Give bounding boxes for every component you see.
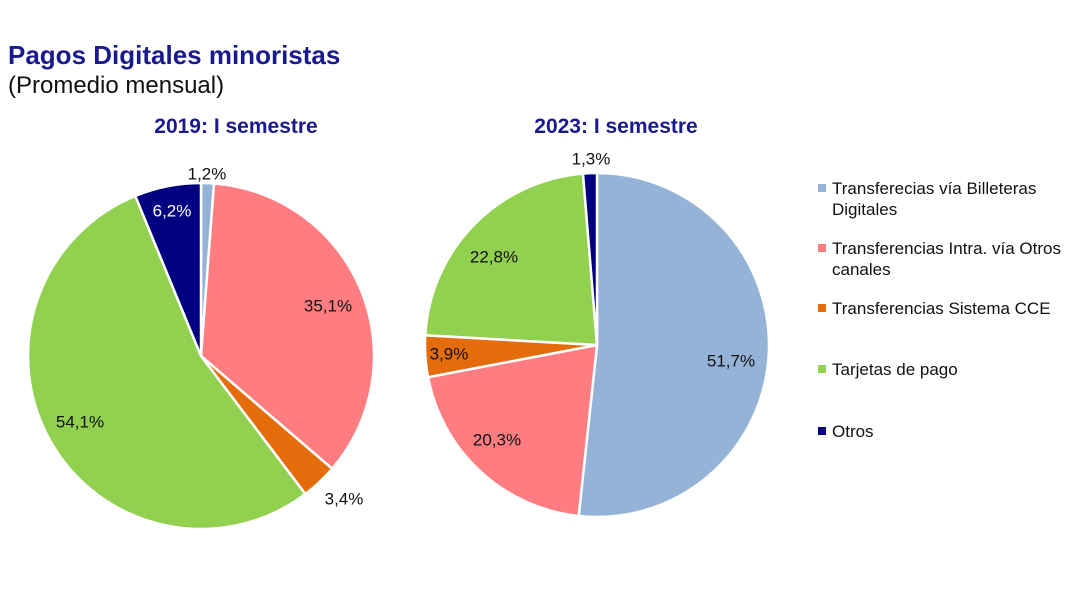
pie-slice-2019-otros: [134, 181, 203, 358]
data-label-2023-otros: 1,3%: [572, 149, 611, 168]
chart-title-2023: 2023: I semestre: [534, 115, 698, 138]
legend-label-otros-canales: Transferencias Intra. vía Otros canales: [832, 239, 1061, 279]
data-label-2023-tarjetas-de-pago: 22,8%: [470, 247, 518, 266]
pie-slice-2019-transferencias-intra-via-otros-canales: [199, 182, 376, 471]
legend-swatch-billeteras: [818, 184, 826, 192]
pie-slice-2023-transferecias-via-billeteras-digitales: [577, 171, 771, 519]
data-label-2023-transferencias-intra-via-otros-canales: 20,3%: [473, 430, 521, 449]
page-title: Pagos Digitales minoristas: [8, 40, 341, 70]
pie-slice-2023-otros: [581, 171, 599, 347]
data-label-2023-transferencias-sistema-cce: 3,9%: [430, 344, 469, 363]
legend-swatch-tarjetas: [818, 365, 826, 373]
legend-label-tarjetas: Tarjetas de pago: [832, 360, 958, 379]
pie-slice-2019-tarjetas-de-pago: [26, 194, 307, 531]
page-subtitle: (Promedio mensual): [8, 72, 225, 99]
legend-label-otros: Otros: [832, 422, 874, 441]
legend-label-billeteras: Transferecias vía Billeteras Digitales: [832, 179, 1037, 219]
legend-swatch-otros: [818, 427, 826, 435]
pie-slice-2023-tarjetas-de-pago: [424, 172, 599, 347]
data-label-2019-transferencias-sistema-cce: 3,4%: [325, 489, 364, 508]
data-label-2023-transferecias-via-billeteras-digitales: 51,7%: [707, 351, 755, 370]
data-label-2019-transferencias-intra-via-otros-canales: 35,1%: [304, 296, 352, 315]
data-label-2019-otros: 6,2%: [153, 201, 192, 220]
data-label-2019-tarjetas-de-pago: 54,1%: [56, 412, 104, 431]
legend-swatch-otros-canales: [818, 244, 826, 252]
data-label-2019-transferecias-via-billeteras-digitales: 1,2%: [188, 164, 227, 183]
legend-swatch-cce: [818, 304, 826, 312]
pie-slice-2023-transferencias-intra-via-otros-canales: [426, 343, 599, 518]
legend-label-cce: Transferencias Sistema CCE: [832, 299, 1051, 318]
chart-title-2019: 2019: I semestre: [154, 115, 318, 138]
